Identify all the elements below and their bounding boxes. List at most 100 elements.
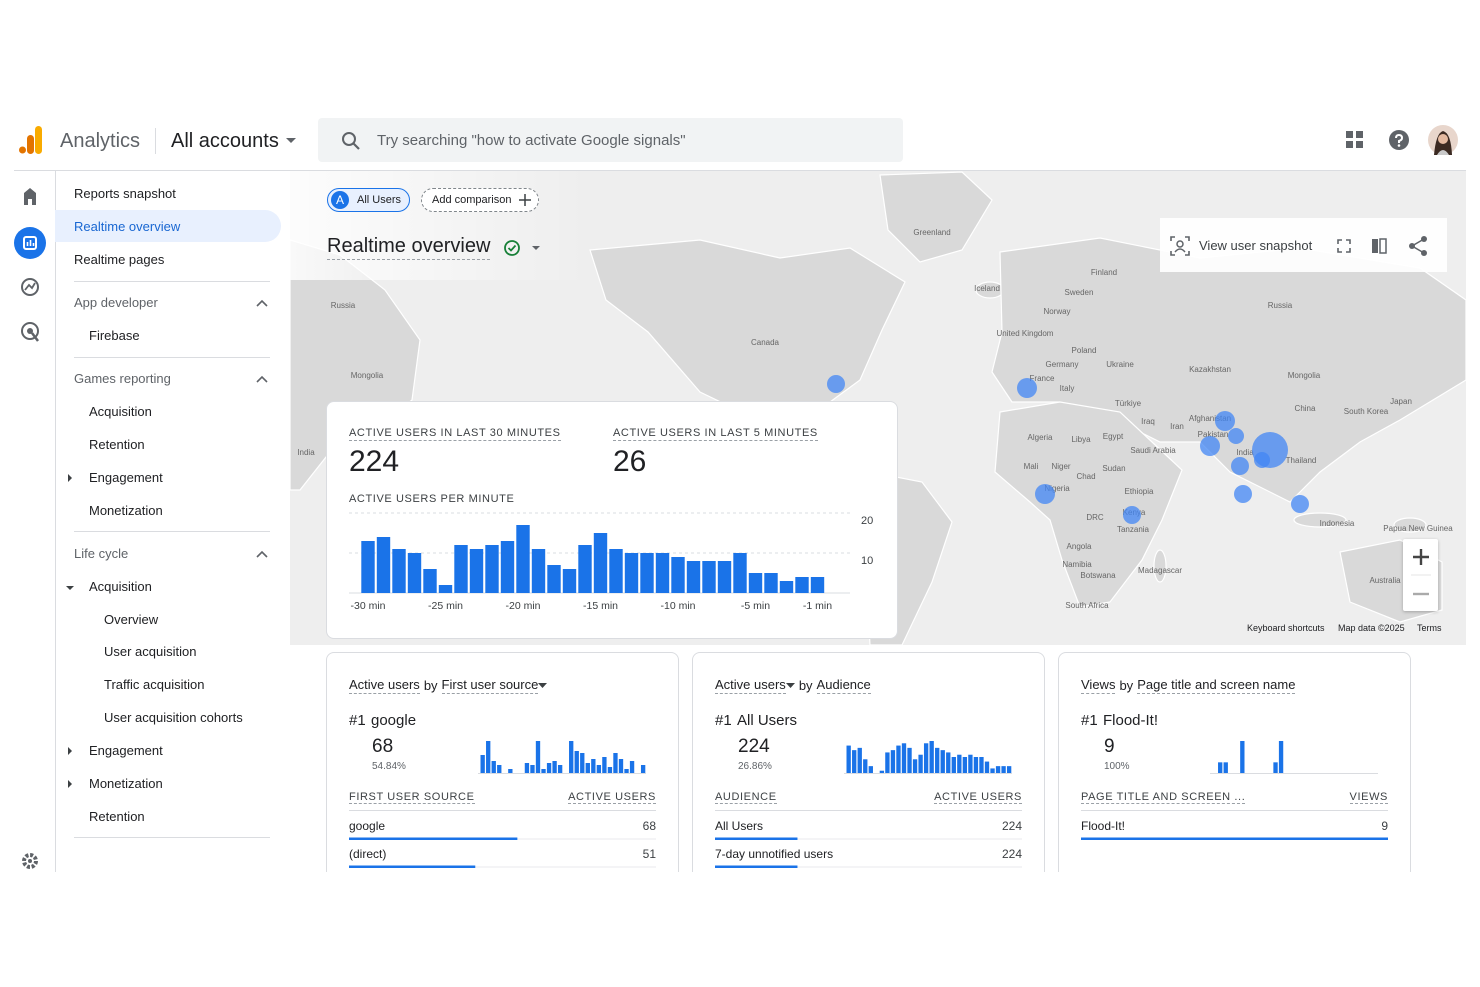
logo bbox=[19, 126, 42, 154]
map-label: Saudi Arabia bbox=[1130, 446, 1176, 455]
user-location bbox=[1291, 495, 1309, 513]
snapshot-icon[interactable] bbox=[1170, 236, 1190, 256]
map-label: Ukraine bbox=[1106, 360, 1134, 369]
nav-item[interactable]: Engagement bbox=[89, 743, 163, 758]
explore-icon[interactable] bbox=[21, 278, 39, 296]
card-title-dimension[interactable]: Page title and screen name bbox=[1137, 677, 1296, 694]
card-title: Active users by Audience bbox=[715, 677, 871, 694]
kpi-value: 224 bbox=[349, 445, 400, 478]
home-icon[interactable] bbox=[24, 188, 36, 205]
top-name: Flood-It! bbox=[1103, 712, 1159, 729]
column-header: PAGE TITLE AND SCREEN ... bbox=[1081, 791, 1246, 804]
map-footer: Map data ©2025 bbox=[1338, 623, 1405, 633]
dropdown-caret[interactable] bbox=[538, 682, 548, 689]
settings-icon[interactable] bbox=[22, 853, 38, 869]
title-fade bbox=[290, 170, 590, 280]
nav-section[interactable]: Life cycle bbox=[74, 546, 129, 561]
segment-letter: A bbox=[331, 191, 349, 209]
avatar[interactable] bbox=[1428, 125, 1458, 155]
row-name[interactable]: Flood-It! bbox=[1081, 819, 1126, 833]
row-value: 9 bbox=[1381, 819, 1388, 833]
map-label: Indonesia bbox=[1320, 519, 1355, 528]
map-footer: Terms bbox=[1417, 623, 1442, 633]
row-value: 224 bbox=[1001, 847, 1022, 861]
rail-divider bbox=[55, 171, 56, 872]
card-title-metric[interactable]: Views bbox=[1081, 677, 1116, 694]
map-label: Canada bbox=[751, 338, 780, 347]
nav-item[interactable]: User acquisition cohorts bbox=[104, 710, 243, 725]
collapse-caret bbox=[256, 375, 268, 383]
nav-item[interactable]: Monetization bbox=[89, 503, 163, 518]
card-title-metric[interactable]: Active users bbox=[715, 677, 786, 694]
nav-item[interactable]: Engagement bbox=[89, 470, 163, 485]
nav-item[interactable]: Realtime overview bbox=[74, 219, 181, 234]
map-label: Afghanistan bbox=[1189, 414, 1231, 423]
map-label: Botswana bbox=[1080, 571, 1116, 580]
nav-divider bbox=[74, 837, 270, 838]
segment-name: All Users bbox=[357, 194, 402, 206]
account-picker[interactable]: All accounts bbox=[171, 130, 279, 152]
nav-item[interactable]: Acquisition bbox=[89, 404, 152, 419]
card-title-dimension[interactable]: Audience bbox=[816, 677, 871, 694]
map-label: Pakistan bbox=[1198, 430, 1229, 439]
user-location bbox=[1215, 411, 1235, 431]
nav-item[interactable]: Monetization bbox=[89, 776, 163, 791]
column-header: AUDIENCE bbox=[715, 791, 777, 804]
apps-icon[interactable] bbox=[1346, 131, 1364, 149]
nav-item[interactable]: Overview bbox=[104, 612, 159, 627]
row-name[interactable]: google bbox=[349, 819, 386, 833]
nav-item[interactable]: User acquisition bbox=[104, 644, 197, 659]
map-label: China bbox=[1295, 404, 1316, 413]
top-value: 68 bbox=[372, 736, 394, 757]
user-location bbox=[1234, 485, 1252, 503]
advertising-icon[interactable] bbox=[21, 322, 39, 340]
view-user-snapshot[interactable]: View user snapshot bbox=[1199, 238, 1313, 253]
card-title-dimension[interactable]: First user source bbox=[441, 677, 539, 694]
top-value: 9 bbox=[1104, 736, 1115, 757]
map-label: Mali bbox=[1024, 462, 1039, 471]
zoom-in[interactable] bbox=[1413, 549, 1429, 565]
app-frame: Russia Mongolia India Greenland Canada Icelan… bbox=[14, 115, 1466, 872]
add-comparison-label: Add comparison bbox=[432, 194, 512, 206]
map-label: Chad bbox=[1076, 472, 1095, 481]
divider bbox=[155, 128, 156, 154]
account-caret[interactable] bbox=[286, 137, 296, 145]
row-name[interactable]: 7-day unnotified users bbox=[715, 847, 834, 861]
user-location bbox=[827, 375, 845, 393]
nav-item[interactable]: Retention bbox=[89, 809, 145, 824]
map-label: India bbox=[1236, 448, 1254, 457]
nav-item[interactable]: Firebase bbox=[89, 328, 140, 343]
map-label: Italy bbox=[1060, 384, 1075, 393]
card-title-metric[interactable]: Active users bbox=[349, 677, 420, 694]
map-label: Iceland bbox=[974, 284, 1000, 293]
map-label: South Korea bbox=[1344, 407, 1389, 416]
map-label: Mongolia bbox=[1288, 371, 1321, 380]
nav-item[interactable]: Acquisition bbox=[89, 579, 152, 594]
compare-icon[interactable] bbox=[1372, 238, 1387, 254]
map-label: Türkiye bbox=[1115, 399, 1142, 408]
row-name[interactable]: All Users bbox=[715, 819, 764, 833]
nav-item[interactable]: Traffic acquisition bbox=[104, 677, 205, 692]
help-icon[interactable] bbox=[1389, 130, 1409, 150]
nav-item[interactable]: Reports snapshot bbox=[74, 186, 176, 201]
nav-section[interactable]: App developer bbox=[74, 295, 158, 310]
search-box[interactable] bbox=[318, 118, 903, 162]
nav-item[interactable]: Retention bbox=[89, 437, 145, 452]
card-title-by: by bbox=[423, 678, 438, 693]
expand-arrow bbox=[68, 474, 72, 482]
map-label: Algeria bbox=[1028, 433, 1053, 442]
map-label: Ethiopia bbox=[1125, 487, 1154, 496]
map-label: Poland bbox=[1072, 346, 1097, 355]
nav-item[interactable]: Realtime pages bbox=[74, 252, 165, 267]
rank: #1 bbox=[1081, 712, 1098, 729]
dropdown-caret[interactable] bbox=[785, 682, 795, 689]
map-label: Germany bbox=[1046, 360, 1079, 369]
nav-section[interactable]: Games reporting bbox=[74, 371, 171, 386]
title-icons bbox=[504, 240, 540, 256]
share-icon[interactable] bbox=[1409, 236, 1427, 256]
map-label: South Africa bbox=[1065, 601, 1109, 610]
top-name: All Users bbox=[737, 712, 798, 729]
row-name[interactable]: (direct) bbox=[349, 847, 387, 861]
fullscreen-icon[interactable] bbox=[1337, 239, 1351, 253]
